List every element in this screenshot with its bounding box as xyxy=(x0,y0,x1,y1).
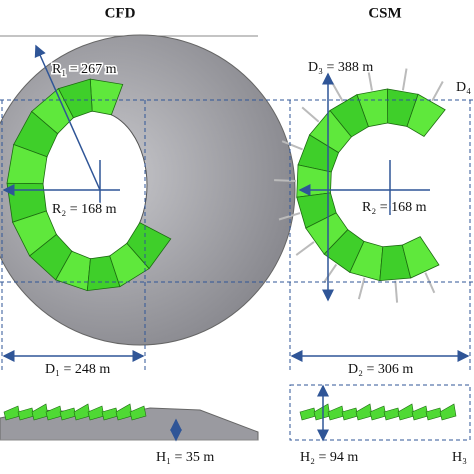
side-cell xyxy=(439,403,457,421)
tether xyxy=(401,68,408,91)
label-r2: R₂ = 168 m xyxy=(52,202,117,217)
tether xyxy=(278,212,301,221)
tether xyxy=(301,106,320,123)
label-r2: R₂ = 168 m xyxy=(362,200,427,215)
side-cell xyxy=(341,407,359,421)
r1-arrow xyxy=(34,44,101,191)
label-d4: D₄ xyxy=(456,80,471,95)
title-cfd: CFD xyxy=(105,5,136,21)
label-h2: H₂ = 94 m xyxy=(300,450,358,465)
title-csm: CSM xyxy=(368,5,401,21)
side-cell xyxy=(327,405,345,421)
tether xyxy=(281,140,303,151)
side-cell xyxy=(355,403,373,421)
tether xyxy=(274,179,297,183)
tether xyxy=(431,81,444,102)
side-cell xyxy=(383,407,401,421)
membrane-cell xyxy=(126,222,172,270)
csm-mesh xyxy=(274,68,446,303)
cfd-mesh xyxy=(0,34,296,346)
side-cell xyxy=(411,405,429,421)
label-r1: R₁ = 267 m xyxy=(52,62,117,77)
side-cell xyxy=(397,403,415,421)
label-h3: H₃ xyxy=(452,450,467,465)
cfd-side-view xyxy=(3,403,147,421)
tether xyxy=(357,277,366,300)
label-h1: H₁ = 35 m xyxy=(156,450,214,465)
side-cell xyxy=(425,407,443,421)
tether xyxy=(424,272,436,294)
tether xyxy=(367,68,373,91)
tether xyxy=(323,263,338,284)
csm-side-view xyxy=(299,403,457,421)
membrane-cell xyxy=(401,236,440,279)
side-cell xyxy=(313,403,331,421)
label-d2: D₂ = 306 m xyxy=(348,362,413,377)
label-d1: D₁ = 248 m xyxy=(45,362,110,377)
guide-box xyxy=(289,384,471,441)
tether xyxy=(394,280,399,303)
side-cell xyxy=(129,405,147,421)
side-cell xyxy=(299,407,317,421)
tether xyxy=(331,81,344,102)
tether xyxy=(295,241,315,256)
label-d3: D₃ = 388 m xyxy=(308,60,373,75)
side-cell xyxy=(369,405,387,421)
